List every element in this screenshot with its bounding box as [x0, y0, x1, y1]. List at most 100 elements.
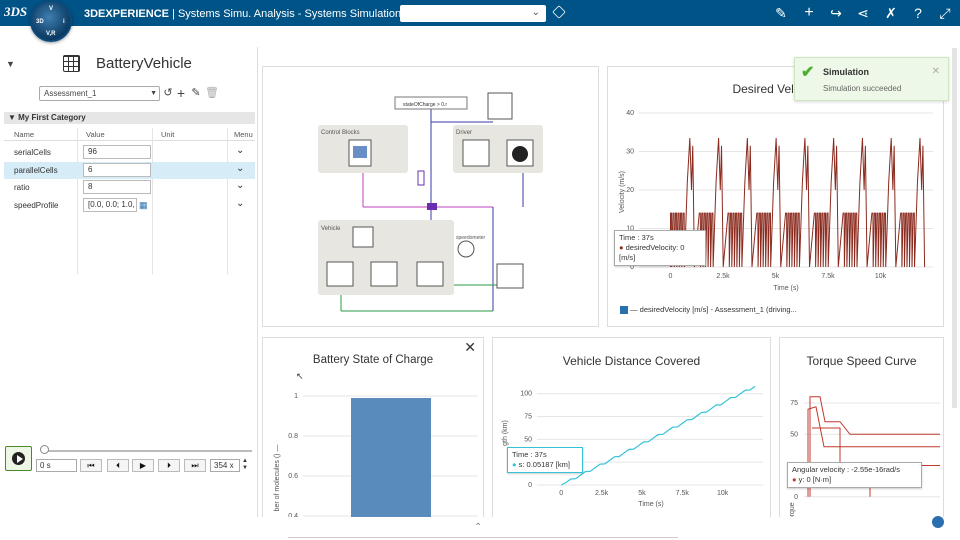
simulate-button[interactable]: [5, 446, 32, 471]
chat-icon[interactable]: [932, 516, 944, 528]
value-field[interactable]: 6: [83, 163, 151, 177]
y-axis-label: ber of molecules () —: [274, 445, 281, 512]
table-row[interactable]: ratio 8 ⌄: [14, 180, 245, 194]
assessment-select[interactable]: Assessment_1 ▼: [39, 86, 160, 101]
motor-block[interactable]: [370, 261, 398, 287]
speech-bubble-icon[interactable]: ✎: [775, 5, 787, 21]
table-icon[interactable]: ▦: [139, 200, 148, 210]
x-tick-label: 10k: [875, 273, 887, 280]
time-field[interactable]: 0 s: [36, 459, 77, 472]
step-forward-button[interactable]: ⏵: [158, 459, 180, 472]
vehicle-label: Vehicle: [321, 226, 341, 232]
bottom-bar: ⌃: [258, 517, 960, 540]
value-field[interactable]: 96: [83, 145, 151, 159]
y-tick-label: 20: [626, 187, 634, 194]
step-back-button[interactable]: ⏴: [107, 459, 129, 472]
speed-stepper[interactable]: ▲ ▼: [242, 458, 248, 471]
speed-profile-block[interactable]: [462, 139, 490, 167]
model-grid-icon: [63, 55, 80, 72]
search-input[interactable]: ⌄: [400, 5, 546, 22]
legend-entry[interactable]: — desiredVelocity [m/s] - Assessment_1 (…: [620, 305, 797, 315]
compass-icon[interactable]: V 3D i V,R: [30, 0, 72, 42]
diagram-card: Control Blocks Driver Vehicle stateOfCha…: [262, 66, 599, 327]
play-button[interactable]: ▶: [132, 459, 154, 472]
y-tick-label: 0.4: [288, 513, 298, 520]
slider-handle[interactable]: [40, 445, 49, 454]
checkbox-icon[interactable]: [620, 306, 628, 315]
y-tick-label: 0: [630, 264, 634, 271]
chart-title: Torque Speed Curve: [806, 354, 917, 368]
x-tick-label: 0: [669, 273, 673, 280]
gear-block[interactable]: [352, 226, 374, 248]
chevron-down-icon[interactable]: ⌄: [236, 145, 245, 156]
series-line: [809, 396, 940, 497]
help-icon[interactable]: ?: [914, 5, 922, 21]
table-row[interactable]: serialCells 96 ⌄: [14, 145, 245, 159]
y-tick-label: 10: [626, 226, 634, 233]
session-title: Systems Simu. Analysis - Systems Simulat…: [177, 8, 414, 20]
velocity-chart-card: Desired Velocity 0 10 20 30 40 0 2.5k 5k 7.5k 10k…: [607, 66, 944, 327]
y-axis-label: gth (km): [502, 420, 509, 446]
caret-down-icon[interactable]: ▼: [6, 59, 15, 69]
torque-chart[interactable]: 0255075Torque: [780, 338, 945, 523]
scrollbar[interactable]: [952, 48, 957, 408]
x-tick-label: 5k: [772, 273, 780, 280]
chevron-down-icon[interactable]: ⌄: [236, 198, 245, 209]
value-field[interactable]: [0.0, 0.0; 1.0,: [83, 198, 137, 212]
assertion-block[interactable]: [394, 96, 468, 110]
value-field[interactable]: 8: [83, 180, 151, 194]
y-tick-label: 50: [790, 431, 798, 438]
y-tick-label: 1: [294, 393, 298, 400]
battery-chart[interactable]: 0.4 0.6 0.8 1 ber of molecules () —: [263, 338, 485, 523]
visualization-block[interactable]: [496, 263, 524, 289]
app-title[interactable]: 3DEXPERIENCE | Systems Simu. Analysis - …: [84, 7, 426, 20]
chart-tooltip: Angular velocity : -2.55e-16rad/s ● y: 0…: [787, 462, 922, 488]
check-icon: ✔: [801, 64, 815, 81]
expand-up-icon[interactable]: ⌃: [474, 522, 483, 533]
table-row[interactable]: parallelCells 6 ⌄: [4, 162, 255, 179]
svg-text:speedometer: speedometer: [456, 235, 486, 241]
x-tick-label: 5k: [638, 490, 646, 497]
sensor-block[interactable]: [417, 170, 425, 186]
brand-label: 3DEXPERIENCE: [84, 8, 169, 20]
tag-icon[interactable]: [552, 5, 566, 19]
x-tick-label: 10k: [717, 490, 729, 497]
share-icon[interactable]: ↪: [830, 5, 842, 21]
monitor-block[interactable]: [487, 92, 513, 120]
edit-icon[interactable]: ✎: [191, 87, 201, 99]
add-icon[interactable]: +: [176, 85, 186, 101]
fast-forward-button[interactable]: ⏭: [184, 459, 206, 472]
reset-icon[interactable]: ↺: [163, 87, 173, 99]
battery-block[interactable]: [326, 261, 354, 287]
vehicle-body-block[interactable]: [416, 261, 444, 287]
cursor-icon: ↖: [296, 371, 304, 381]
close-icon[interactable]: ✕: [464, 339, 476, 355]
system-diagram[interactable]: Control Blocks Driver Vehicle stateOfCha…: [263, 67, 600, 328]
table-row[interactable]: speedProfile [0.0, 0.0; 1.0, ▦ ⌄: [14, 198, 245, 212]
chevron-down-icon[interactable]: ⌄: [236, 163, 245, 174]
y-tick-label: 0.6: [288, 473, 298, 480]
velocity-chart[interactable]: 0 10 20 30 40 0 2.5k 5k 7.5k 10k Time (s) Velocity …: [608, 67, 945, 328]
rewind-button[interactable]: ⏮: [80, 459, 102, 472]
table-header: Name Value Unit Menu: [4, 128, 255, 141]
close-icon[interactable]: ✕: [931, 66, 940, 77]
svg-text:stateOfCharge > 0.r: stateOfCharge > 0.r: [403, 102, 447, 108]
speed-field[interactable]: 354 x: [210, 459, 240, 472]
delete-icon[interactable]: 🗑: [205, 87, 219, 99]
speedometer-block[interactable]: [457, 240, 475, 258]
tools-icon[interactable]: ✗: [885, 5, 897, 21]
series-line: [807, 406, 940, 497]
fullscreen-icon[interactable]: ⤢: [939, 5, 951, 21]
add-icon[interactable]: +: [804, 4, 814, 21]
notification-toast: ✔ Simulation Simulation succeeded ✕: [794, 57, 949, 101]
series-line: [560, 385, 756, 486]
x-tick-label: 7.5k: [821, 273, 835, 280]
category-header[interactable]: ▼ My First Category: [4, 112, 255, 124]
chevron-down-icon[interactable]: ⌄: [531, 7, 540, 18]
driver-label: Driver: [456, 130, 472, 136]
time-slider[interactable]: [42, 450, 252, 452]
bus-connector[interactable]: [427, 203, 437, 210]
network-icon[interactable]: ⋖: [857, 5, 869, 21]
chevron-down-icon[interactable]: ⌄: [236, 180, 245, 191]
